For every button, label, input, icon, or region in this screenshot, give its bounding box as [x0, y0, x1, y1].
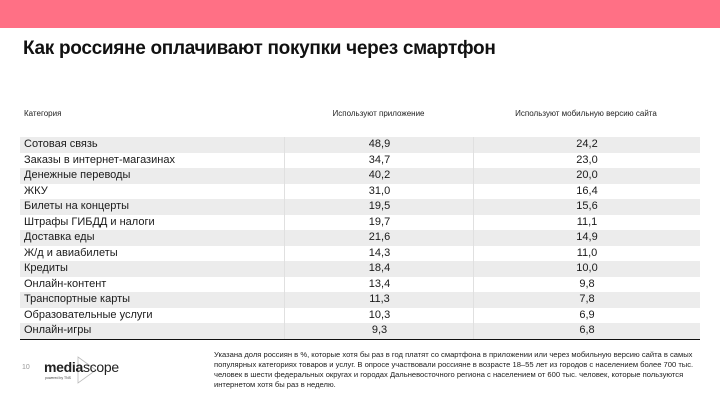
table-row: Онлайн-контент 13,4 9,8 [20, 276, 700, 292]
web-cell: 9,8 [473, 276, 700, 292]
web-cell: 10,0 [473, 261, 700, 277]
web-cell: 6,8 [473, 323, 700, 339]
app-cell: 19,7 [284, 214, 474, 230]
category-cell: Ж/д и авиабилеты [24, 246, 118, 259]
table-row: Денежные переводы 40,2 20,0 [20, 168, 700, 184]
web-cell: 23,0 [473, 152, 700, 168]
table-row: Кредиты 18,4 10,0 [20, 261, 700, 277]
column-header-app: Используют приложение [332, 109, 425, 118]
table-row: ЖКУ 31,0 16,4 [20, 183, 700, 199]
app-cell: 34,7 [284, 152, 474, 168]
app-cell: 19,5 [284, 199, 474, 215]
category-cell: Доставка еды [24, 231, 95, 243]
logo-subtitle: powered by TNS [45, 376, 72, 380]
app-cell: 9,3 [284, 323, 474, 339]
page-title: Как россияне оплачивают покупки через см… [23, 38, 496, 59]
category-cell: Билеты на концерты [24, 200, 130, 212]
web-cell: 24,2 [473, 137, 700, 153]
category-cell: Онлайн-контент [24, 277, 107, 290]
web-cell: 6,9 [473, 307, 700, 323]
app-cell: 18,4 [284, 261, 474, 277]
table-row: Онлайн-игры 9,3 6,8 [20, 323, 700, 339]
web-cell: 16,4 [473, 183, 700, 199]
category-cell: Онлайн-игры [24, 324, 92, 336]
table-row: Ж/д и авиабилеты 14,3 11,0 [20, 245, 700, 261]
web-cell: 14,9 [473, 230, 700, 246]
column-header-category: Категория [24, 109, 62, 118]
app-cell: 10,3 [284, 307, 474, 323]
web-cell: 15,6 [473, 199, 700, 215]
category-cell: Транспортные карты [24, 293, 131, 305]
app-cell: 48,9 [284, 137, 474, 153]
app-cell: 31,0 [284, 183, 474, 199]
table-row: Штрафы ГИБДД и налоги 19,7 11,1 [20, 214, 700, 230]
data-table: Сотовая связь 48,9 24,2 Заказы в интернет-… [20, 137, 700, 339]
category-cell: Кредиты [24, 262, 68, 274]
category-cell: Штрафы ГИБДД и налоги [24, 215, 155, 228]
category-cell: Денежные переводы [24, 169, 131, 181]
column-header-mobile-web: Используют мобильную версию сайта [515, 109, 657, 118]
app-cell: 14,3 [284, 245, 474, 261]
app-cell: 13,4 [284, 276, 474, 292]
table-header: Категория Используют приложение Использу… [20, 109, 700, 121]
category-cell: Образовательные услуги [24, 308, 153, 321]
table-bottom-rule [20, 339, 700, 340]
web-cell: 11,0 [473, 245, 700, 261]
play-triangle-icon [77, 356, 97, 384]
app-cell: 11,3 [284, 292, 474, 308]
logo-text-light: scope [82, 359, 119, 375]
footnote: Указана доля россиян в %, которые хотя б… [214, 350, 694, 389]
web-cell: 20,0 [473, 168, 700, 184]
table-row: Транспортные карты 11,3 7,8 [20, 292, 700, 308]
table-row: Сотовая связь 48,9 24,2 [20, 137, 700, 153]
app-cell: 40,2 [284, 168, 474, 184]
category-cell: Сотовая связь [24, 138, 98, 150]
web-cell: 11,1 [473, 214, 700, 230]
mediascope-logo: mediascope powered by TNS [44, 356, 124, 384]
logo-text-bold: media [44, 359, 83, 375]
table-row: Доставка еды 21,6 14,9 [20, 230, 700, 246]
category-cell: ЖКУ [24, 184, 48, 197]
app-cell: 21,6 [284, 230, 474, 246]
category-cell: Заказы в интернет-магазинах [24, 153, 175, 166]
page-number: 10 [22, 364, 30, 371]
web-cell: 7,8 [473, 292, 700, 308]
table-row: Образовательные услуги 10,3 6,9 [20, 307, 700, 323]
table-row: Билеты на концерты 19,5 15,6 [20, 199, 700, 215]
top-accent-bar [0, 0, 720, 28]
table-row: Заказы в интернет-магазинах 34,7 23,0 [20, 152, 700, 168]
